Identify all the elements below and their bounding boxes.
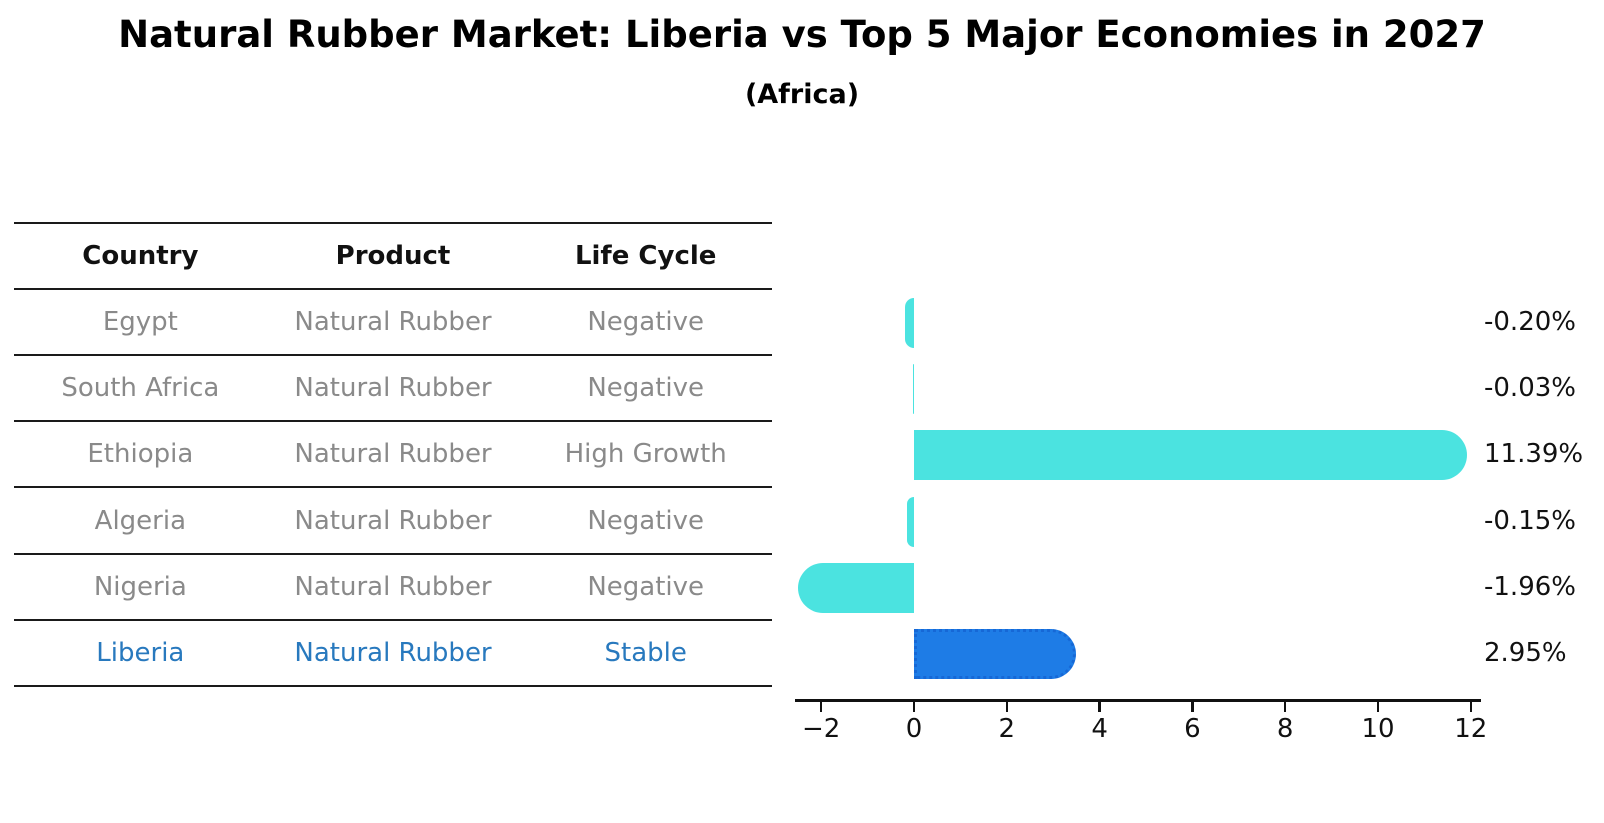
chart-title: Natural Rubber Market: Liberia vs Top 5 …	[118, 13, 1486, 56]
cell-lifecycle: High Growth	[564, 439, 727, 470]
x-tick-label: 10	[1361, 714, 1395, 744]
cell-lifecycle: Negative	[587, 307, 705, 338]
x-tick	[1376, 701, 1380, 712]
table-row: Liberia Natural Rubber Stable	[14, 621, 772, 687]
bar-liberia	[914, 628, 1076, 679]
value-label: 11.39%	[1484, 439, 1584, 470]
cell-lifecycle: Negative	[587, 373, 705, 404]
cell-product: Natural Rubber	[294, 373, 492, 404]
x-axis-line	[795, 699, 1481, 702]
cell-country: Ethiopia	[87, 439, 194, 470]
value-label: -0.20%	[1484, 307, 1576, 338]
cell-country: Liberia	[96, 637, 185, 668]
chart-subtitle: (Africa)	[744, 79, 860, 110]
cell-product: Natural Rubber	[294, 307, 492, 338]
table-row: Ethiopia Natural Rubber High Growth	[14, 422, 772, 489]
table-row: Algeria Natural Rubber Negative	[14, 488, 772, 555]
x-tick	[1469, 701, 1473, 712]
column-header: Country	[82, 241, 199, 271]
column-header: Product	[335, 241, 451, 271]
cell-country: Egypt	[102, 307, 178, 338]
bar-algeria	[907, 496, 914, 547]
x-tick-label: 12	[1454, 714, 1488, 744]
x-tick	[1098, 701, 1101, 712]
x-tick-label: 8	[1276, 714, 1294, 744]
bar-egypt	[904, 298, 914, 349]
cell-product: Natural Rubber	[294, 505, 492, 536]
cell-lifecycle: Negative	[587, 505, 705, 536]
table-row: Egypt Natural Rubber Negative	[14, 290, 772, 357]
x-tick	[1005, 701, 1009, 712]
x-tick-label: 4	[1091, 714, 1108, 744]
bar-nigeria	[798, 562, 914, 613]
country-table: Country Product Life Cycle Egypt Natural Rub…	[14, 222, 772, 687]
bar-south-africa	[912, 364, 914, 415]
value-label: -0.15%	[1484, 505, 1576, 536]
bar-ethiopia	[914, 430, 1468, 481]
cell-country: Nigeria	[93, 571, 187, 602]
x-tick-label: −2	[802, 714, 841, 744]
cell-product: Natural Rubber	[294, 571, 492, 602]
cell-product: Natural Rubber	[294, 637, 492, 668]
cell-lifecycle: Stable	[604, 637, 687, 668]
cell-product: Natural Rubber	[294, 439, 492, 470]
table-header-row: Country Product Life Cycle	[14, 222, 772, 290]
value-label: -1.96%	[1484, 571, 1576, 602]
column-header: Life Cycle	[574, 241, 717, 271]
value-label: -0.03%	[1484, 373, 1576, 404]
x-tick	[912, 701, 916, 712]
value-label: 2.95%	[1484, 637, 1567, 668]
x-tick-label: 0	[905, 714, 923, 744]
x-tick	[1191, 701, 1194, 712]
table-row: South Africa Natural Rubber Negative	[14, 356, 772, 423]
table-row: Nigeria Natural Rubber Negative	[14, 555, 772, 621]
cell-lifecycle: Negative	[587, 571, 705, 602]
x-tick	[819, 701, 823, 712]
x-tick-label: 2	[998, 714, 1016, 744]
x-tick	[1283, 701, 1287, 712]
cell-country: South Africa	[61, 373, 220, 404]
x-tick-label: 6	[1184, 714, 1201, 744]
cell-country: Algeria	[94, 505, 187, 536]
